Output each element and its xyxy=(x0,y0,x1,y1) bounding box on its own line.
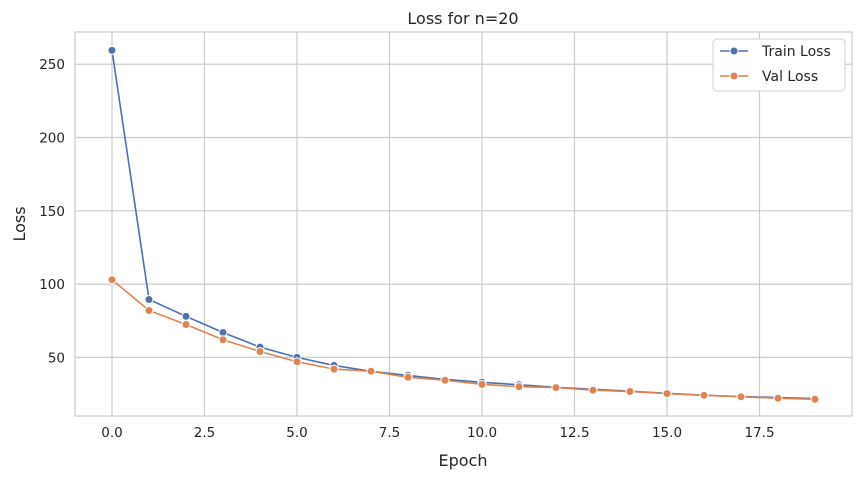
x-tick-label: 7.5 xyxy=(379,425,400,441)
chart-title: Loss for n=20 xyxy=(407,9,518,28)
y-tick-label: 100 xyxy=(39,277,65,293)
data-point xyxy=(773,393,783,403)
x-tick-label: 12.5 xyxy=(559,425,589,441)
legend-box xyxy=(712,38,846,92)
data-point xyxy=(588,385,598,395)
series-line-0 xyxy=(111,50,816,400)
data-point xyxy=(625,387,635,397)
x-tick-label: 0.0 xyxy=(101,425,122,441)
legend-label: Train Loss xyxy=(761,44,831,60)
data-point xyxy=(477,379,487,389)
y-tick-label: 50 xyxy=(48,350,65,366)
data-point xyxy=(181,311,191,321)
plot-frame xyxy=(74,31,853,417)
legend-marker xyxy=(729,71,739,81)
y-axis-label: Loss xyxy=(10,206,29,241)
x-tick-label: 10.0 xyxy=(467,425,497,441)
series-line-1 xyxy=(111,279,816,401)
data-point xyxy=(181,320,191,330)
y-tick-label: 150 xyxy=(39,204,65,220)
data-point xyxy=(144,294,154,304)
data-point xyxy=(736,392,746,402)
y-tick-label: 250 xyxy=(39,57,65,73)
y-tick-label: 200 xyxy=(39,131,65,147)
x-tick-label: 2.5 xyxy=(194,425,215,441)
data-point xyxy=(514,382,524,392)
data-point xyxy=(218,335,228,345)
data-point xyxy=(662,389,672,399)
data-point xyxy=(810,394,820,404)
data-point xyxy=(403,372,413,382)
data-point xyxy=(366,366,376,376)
data-point xyxy=(218,327,228,337)
x-axis-label: Epoch xyxy=(439,451,488,470)
data-point xyxy=(107,275,117,285)
legend-marker xyxy=(729,46,739,56)
data-point xyxy=(551,383,561,393)
x-tick-label: 17.5 xyxy=(744,425,774,441)
data-point xyxy=(144,305,154,315)
data-point xyxy=(329,364,339,374)
x-tick-label: 15.0 xyxy=(652,425,682,441)
data-point xyxy=(699,390,709,400)
data-point xyxy=(440,375,450,385)
data-point xyxy=(255,347,265,357)
x-tick-label: 5.0 xyxy=(286,425,307,441)
data-point xyxy=(292,357,302,367)
legend-label: Val Loss xyxy=(762,69,818,85)
data-point xyxy=(107,45,117,55)
